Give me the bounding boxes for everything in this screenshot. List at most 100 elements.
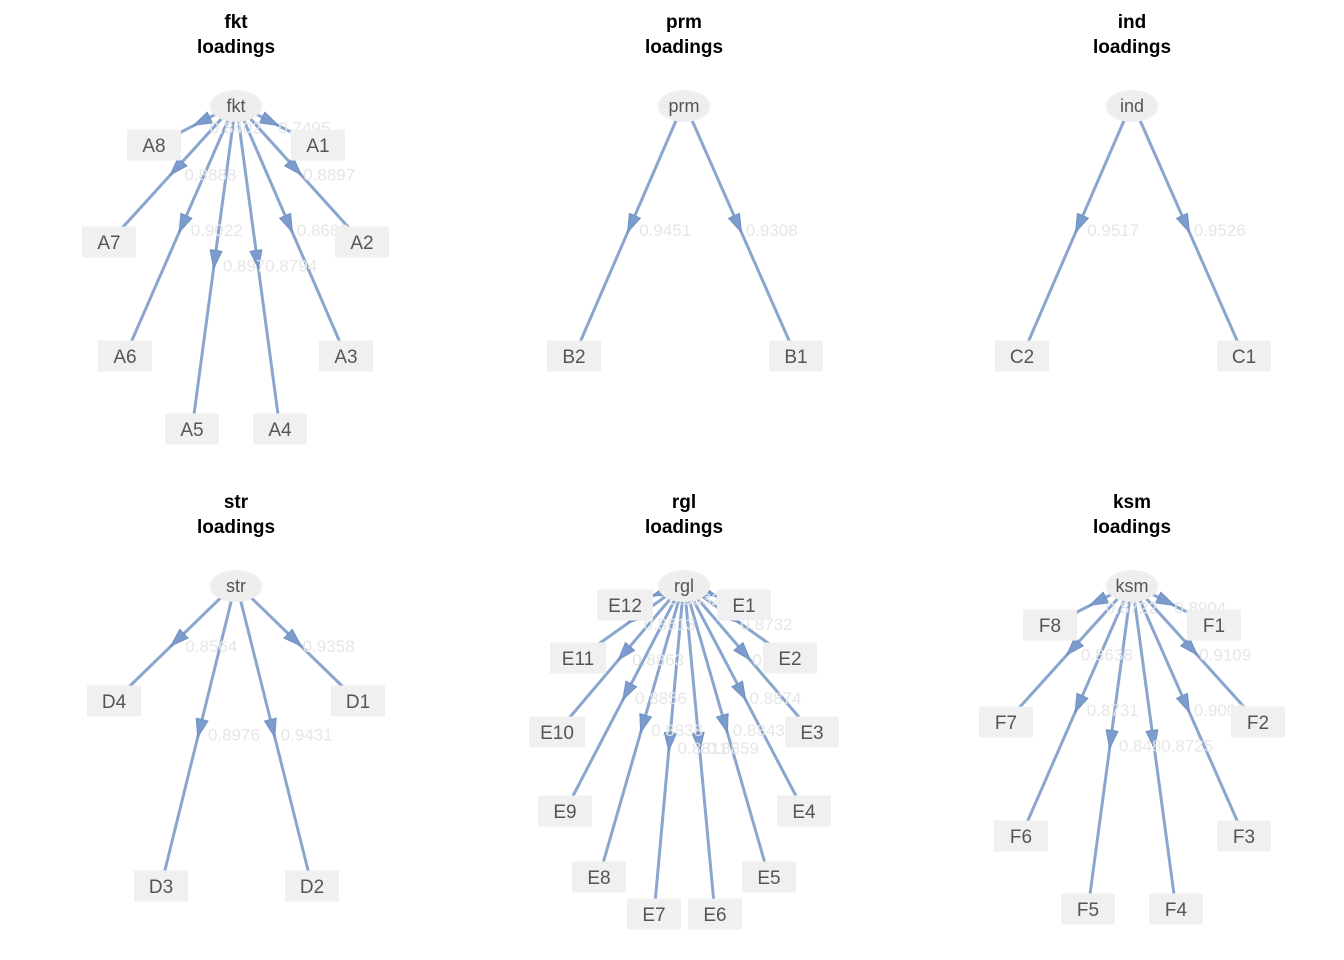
arrow-str-D2: [263, 717, 277, 739]
latent-label: prm: [669, 96, 700, 116]
indicator-label: A5: [180, 420, 203, 441]
arrow-rgl-E7: [663, 731, 678, 753]
indicator-box: [777, 795, 831, 827]
indicator-label: E8: [587, 868, 610, 889]
panel-rgl: rglloadings0.8750.87320.89450.88740.8843…: [529, 492, 839, 930]
loading-label-B1: 0.9308: [746, 221, 798, 240]
arrow-fkt-A8: [192, 111, 214, 127]
indicator-label: A8: [142, 136, 165, 157]
indicator-node-D2: D2: [285, 870, 339, 902]
panel-fkt: fktloadings0.74950.88970.86860.87940.897…: [82, 12, 389, 445]
latent-node-rgl: [658, 570, 710, 602]
latent-label: str: [226, 576, 246, 596]
panel-ind: ind loadings 0.9526 0.9517 ind C1 C2: [995, 12, 1271, 372]
indicator-node-F1: F1: [1187, 609, 1241, 641]
indicator-node-F4: F4: [1149, 893, 1203, 925]
panel-prm: prm loadings 0.9308 0.9451 prm B1 B2: [547, 12, 823, 372]
indicator-node-A1: A1: [291, 129, 345, 161]
indicator-node-A6: A6: [98, 340, 152, 372]
loading-labels: 0.9526 0.9517: [1087, 221, 1246, 240]
loading-label-D3: 0.8976: [208, 725, 260, 744]
latent-node-prm: [658, 90, 710, 122]
panel-subtitle: loadings: [1093, 37, 1171, 58]
indicator-label: E12: [608, 596, 642, 617]
edges: [127, 591, 345, 873]
loading-label-A2: 0.8897: [303, 165, 355, 184]
latent-label: ind: [1120, 96, 1144, 116]
loading-label-E10: 0.8863: [632, 650, 684, 669]
indicator-box: [165, 413, 219, 445]
indicator-box: [597, 589, 653, 621]
arrow-ksm-F8: [1088, 591, 1110, 607]
loading-label-D1: 0.9358: [303, 637, 355, 656]
indicator-box: [769, 340, 823, 372]
indicator-label: C2: [1010, 347, 1034, 368]
latent-label: rgl: [674, 576, 694, 596]
loading-label-E11: 0.8613: [644, 615, 696, 634]
indicator-label: F2: [1247, 713, 1269, 734]
indicator-node-E4: E4: [777, 795, 831, 827]
panel-ksm: ksmloadings0.89040.91090.90030.87250.848…: [979, 492, 1285, 925]
loading-label-E8: 0.8838: [651, 721, 703, 740]
indicator-label: B2: [562, 347, 585, 368]
edges: [1017, 588, 1247, 896]
loading-labels: 0.89040.91090.90030.87250.8480.87310.863…: [1081, 598, 1251, 755]
indicator-node-A5: A5: [165, 413, 219, 445]
indicator-label: F1: [1203, 616, 1225, 637]
indicator-box: [291, 129, 345, 161]
latent-label: ksm: [1116, 576, 1149, 596]
arrow-rgl-E10: [617, 641, 636, 662]
indicator-box: [994, 820, 1048, 852]
loading-label-A4: 0.8794: [265, 256, 317, 275]
indicator-label: E7: [642, 905, 665, 926]
loading-label-D2: 0.9431: [281, 725, 333, 744]
indicator-node-E2: E2: [763, 642, 817, 674]
arrow-ksm-F1: [1154, 591, 1176, 607]
indicator-node-A7: A7: [82, 226, 136, 258]
indicator-node-E9: E9: [538, 795, 592, 827]
indicator-node-F7: F7: [979, 706, 1033, 738]
indicator-node-E7: E7: [627, 898, 681, 930]
indicator-node-E3: E3: [785, 716, 839, 748]
panel-subtitle: loadings: [197, 37, 275, 58]
indicator-label: D3: [149, 877, 173, 898]
arrow-ksm-F3: [1175, 692, 1191, 714]
indicator-label: F6: [1010, 827, 1032, 848]
panel-subtitle: loadings: [645, 517, 723, 538]
indicator-box: [331, 685, 385, 717]
indicator-label: E10: [540, 723, 574, 744]
indicator-node-E10: E10: [529, 716, 585, 748]
indicator-node-A2: A2: [335, 226, 389, 258]
indicator-nodes: D1 D2 D3 D4: [87, 685, 385, 902]
arrow-rgl-E5: [715, 712, 729, 735]
indicator-label: E9: [553, 802, 576, 823]
edges: [1026, 114, 1240, 343]
panel-title: rgl: [672, 492, 696, 513]
indicator-node-F3: F3: [1217, 820, 1271, 852]
panel-title: str: [224, 492, 249, 513]
indicator-label: A3: [334, 347, 357, 368]
loading-label-D4: 0.8564: [185, 637, 237, 656]
indicator-label: D2: [300, 877, 324, 898]
indicator-nodes: B1 B2: [547, 340, 823, 372]
indicator-label: A6: [113, 347, 136, 368]
arrow-ksm-F5: [1105, 729, 1119, 750]
arrow-rgl-E8: [639, 712, 653, 735]
indicator-box: [285, 870, 339, 902]
indicator-label: E4: [792, 802, 816, 823]
indicator-label: A2: [350, 233, 373, 254]
indicator-label: F5: [1077, 900, 1099, 921]
arrow-fkt-A7: [169, 156, 188, 177]
indicator-box: [979, 706, 1033, 738]
indicator-box: [763, 642, 817, 674]
panel-subtitle: loadings: [645, 37, 723, 58]
indicator-node-E1: E1: [717, 589, 771, 621]
indicator-box: [529, 716, 585, 748]
loading-label-B2: 0.9451: [639, 221, 691, 240]
arrow-fkt-A6: [178, 212, 193, 234]
indicator-node-E11: E11: [550, 642, 606, 674]
loading-label-A7: 0.8888: [184, 165, 236, 184]
indicator-box: [627, 898, 681, 930]
loading-label-C2: 0.9517: [1087, 221, 1139, 240]
indicator-box: [1023, 609, 1077, 641]
